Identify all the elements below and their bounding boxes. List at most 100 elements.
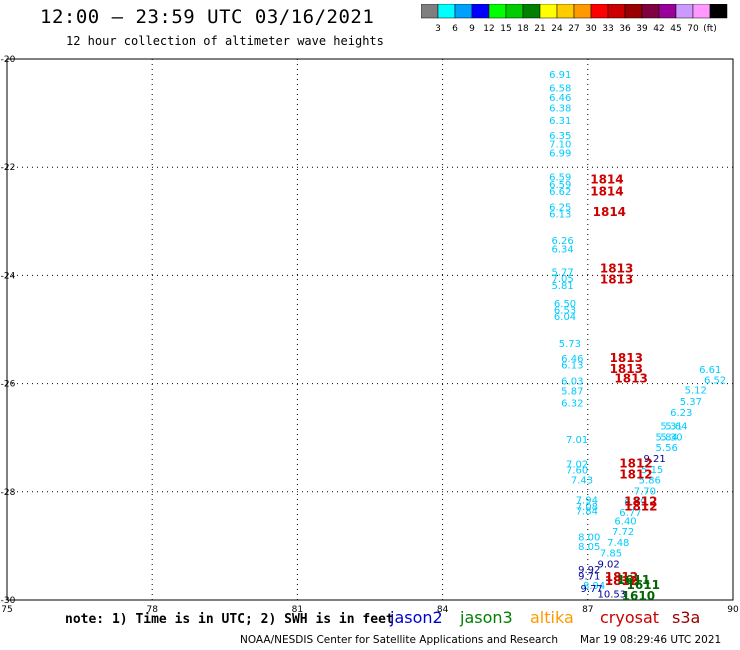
data-point-jason2: 7.72 (612, 527, 634, 538)
data-point-cryosat: 1812 (605, 574, 638, 588)
data-point-jason2: 6.52 (704, 376, 726, 387)
data-point-jason2: 7.43 (571, 476, 593, 487)
data-point-jason2: 8.94 (583, 581, 605, 592)
data-point-jason2: 7.94 (576, 496, 598, 507)
data-point-jason2: 5.77 (552, 267, 574, 278)
data-point-cryosat: 1812 (624, 500, 657, 514)
data-point-jason2: 5.81 (552, 281, 574, 292)
y-tick-label: -30 (1, 596, 16, 606)
data-point-jason2: 7.48 (607, 538, 629, 549)
data-point-jason2: 6.35 (549, 131, 571, 142)
data-point-cryosat: 1813 (610, 362, 643, 376)
data-point-jason2: 6.59 (549, 173, 571, 184)
data-point-jason2: 7.70 (634, 487, 656, 498)
data-point-jason2: 7.08 (576, 502, 598, 513)
colorbar-label: 18 (517, 24, 529, 34)
data-point-jason2: 6.40 (614, 516, 636, 527)
colorbar-label: 70 (687, 24, 699, 34)
data-point-jason2: 8.00 (578, 532, 600, 543)
data-point-jason2: 7.01 (566, 435, 588, 446)
colorbar-label: 15 (500, 24, 511, 34)
data-point-s3a: 1611 (617, 573, 650, 587)
data-point-jason2: 5.12 (685, 385, 707, 396)
data-point-s3a: 1611 (627, 578, 660, 592)
timestamp-text: Mar 19 08:29:46 UTC 2021 (580, 634, 722, 646)
data-point-jason2: 5.37 (680, 397, 702, 408)
data-point-jason2: 6.31 (549, 116, 571, 127)
data-point-s3a: 1610 (622, 589, 655, 603)
x-tick-label: 75 (1, 605, 12, 615)
data-point-jason2: 5.87 (561, 386, 583, 397)
plot-frame (6, 58, 734, 601)
data-point-jason3: 9.02 (597, 560, 619, 571)
y-tick-label: -22 (1, 163, 16, 173)
colorbar-label: 6 (452, 24, 458, 34)
data-point-jason3: 10.53 (597, 589, 626, 600)
legend-jason3: jason3 (460, 608, 513, 627)
colorbar-label: (ft) (703, 24, 717, 34)
data-point-jason3: 9.21 (643, 454, 665, 465)
data-point-cryosat: 1813 (600, 273, 633, 287)
data-point-jason2: 6.03 (561, 377, 583, 388)
data-point-cryosat: 1814 (590, 172, 623, 186)
data-point-jason2: 8.05 (578, 542, 600, 553)
data-point-jason2: 6.13 (549, 210, 571, 221)
x-tick-label: 78 (146, 605, 158, 615)
colorbar-swatch (709, 4, 728, 19)
data-point-jason2: 6.46 (561, 354, 583, 365)
colorbar-label: 24 (551, 24, 563, 34)
data-point-jason2: 7.05 (552, 274, 574, 285)
data-point-jason3: 9.92 (578, 565, 600, 576)
data-point-cryosat: 1813 (610, 351, 643, 365)
data-point-jason2: 7.02 (566, 459, 588, 470)
data-point-jason2: 5.73 (559, 339, 581, 350)
colorbar-label: 39 (636, 24, 648, 34)
data-point-jason2: 7.10 (549, 140, 571, 151)
data-point-jason2: 6.23 (670, 408, 692, 419)
legend-jason2: jason2 (390, 608, 443, 627)
data-point-jason2: 6.32 (561, 398, 583, 409)
data-point-cryosat: 1814 (593, 205, 626, 219)
x-tick-label: 84 (437, 605, 449, 615)
y-tick-label: -28 (1, 488, 16, 498)
data-point-jason2: 6.91 (549, 70, 571, 81)
legend-s3a: s3a (672, 608, 701, 627)
data-point-jason2: 5.15 (641, 465, 663, 476)
colorbar-label: 30 (585, 24, 597, 34)
data-point-jason2: 6.04 (554, 312, 576, 323)
colorbar-label: 45 (670, 24, 681, 34)
x-tick-label: 90 (727, 605, 739, 615)
data-point-cryosat: 1812 (619, 456, 652, 470)
data-point-jason2: 6.53 (554, 305, 576, 316)
data-point-jason2: 5.84 (656, 432, 678, 443)
colorbar-legend: 3 6 9 12 15 18 21 24 27 30 33 36 39 42 45 70 (ft) (421, 4, 728, 34)
footnote: note: 1) Time is in UTC; 2) SWH is in fe… (65, 612, 394, 627)
colorbar-label: 36 (619, 24, 631, 34)
data-point-cryosat: 1812 (624, 494, 657, 508)
colorbar-label: 12 (483, 24, 494, 34)
data-point-jason3: 9.77 (581, 584, 603, 595)
data-point-jason2: 6.77 (619, 508, 641, 519)
colorbar-label: 42 (653, 24, 664, 34)
data-point-jason2: 7.60 (566, 465, 588, 476)
x-tick-label: 87 (582, 605, 593, 615)
chart-subtitle: 12 hour collection of altimeter wave hei… (66, 34, 384, 48)
data-point-jason2: 6.25 (549, 202, 571, 213)
data-point-jason2: 6.58 (549, 83, 571, 94)
data-point-jason2: 6.99 (549, 148, 571, 159)
data-point-cryosat: 1813 (614, 372, 647, 386)
data-point-jason2: 5.56 (656, 443, 678, 454)
data-point-jason2: 5.64 (665, 422, 687, 433)
credit-text: NOAA/NESDIS Center for Satellite Applica… (240, 634, 558, 646)
data-point-cryosat: 1813 (600, 262, 633, 276)
data-point-jason2: 5.86 (639, 476, 661, 487)
y-tick-label: -20 (1, 55, 16, 65)
data-point-jason2: 6.34 (552, 245, 574, 256)
data-point-jason2: 6.13 (561, 360, 583, 371)
data-point-jason2: 6.39 (624, 497, 646, 508)
data-point-jason2: 6.61 (699, 365, 721, 376)
y-tick-label: -26 (1, 380, 16, 390)
data-point-jason2: 5.31 (660, 422, 682, 433)
data-point-jason2: 6.50 (554, 299, 576, 310)
